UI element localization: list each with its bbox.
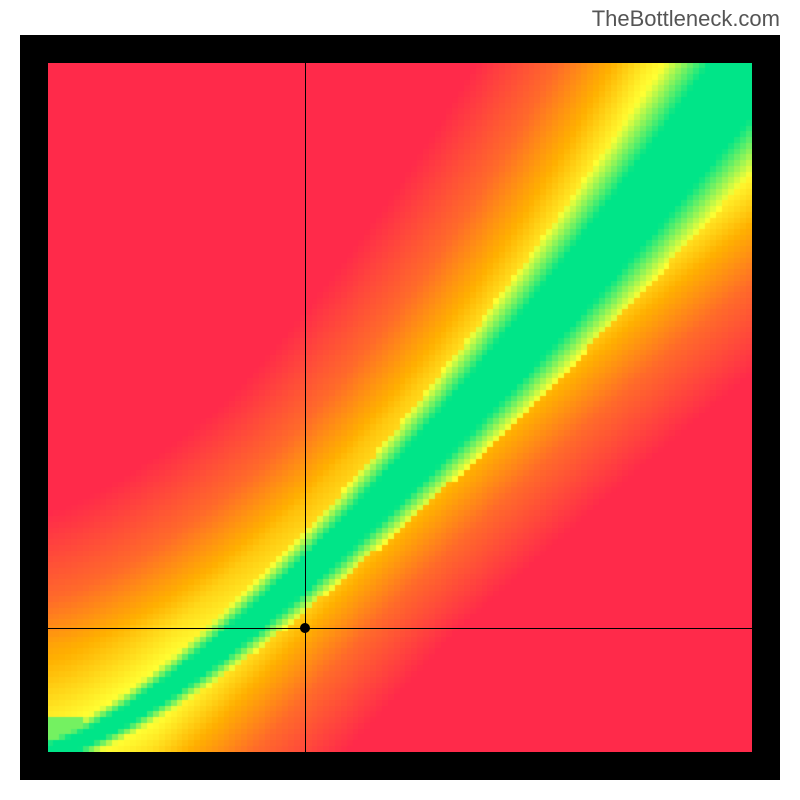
crosshair-vertical-line (305, 63, 306, 752)
watermark-text: TheBottleneck.com (592, 6, 780, 32)
crosshair-horizontal-line (48, 628, 752, 629)
gradient-heatmap-canvas (48, 63, 752, 752)
crosshair-marker-dot (300, 623, 310, 633)
chart-outer-frame (20, 35, 780, 780)
